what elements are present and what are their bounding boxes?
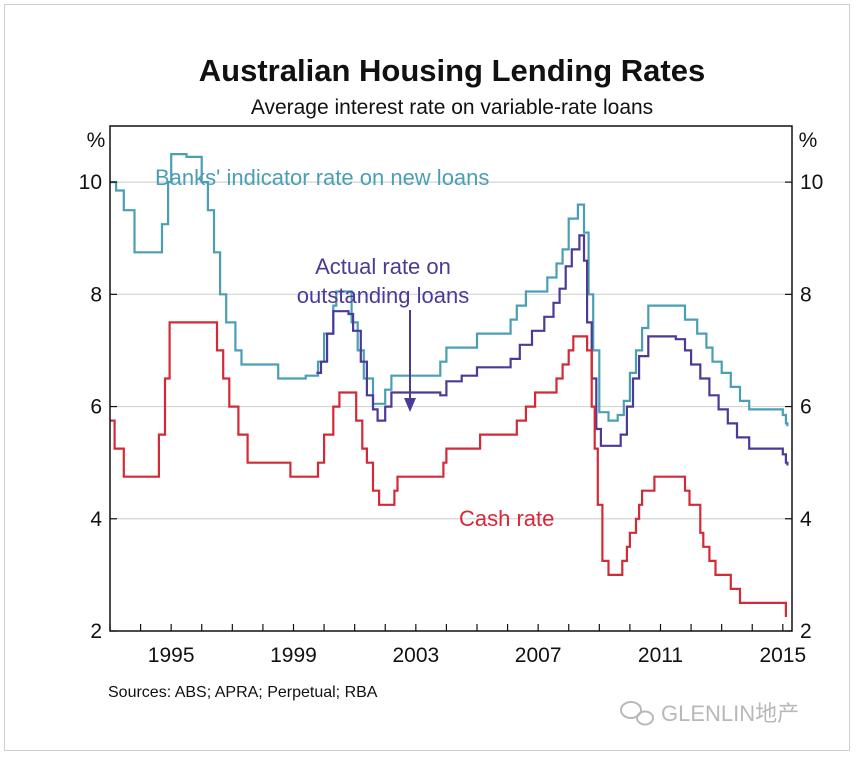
x-tick-label: 2007 xyxy=(515,644,562,667)
sources-note: Sources: ABS; APRA; Perpetual; RBA xyxy=(108,684,378,701)
y-tick-label-right: 4 xyxy=(800,508,812,531)
chart-title: Australian Housing Lending Rates xyxy=(199,53,705,88)
y-axis-left-ticks: 2 4 6 8 10 xyxy=(79,171,117,643)
series-line-cash-rate xyxy=(110,321,787,617)
plot-area-border xyxy=(109,125,793,632)
x-tick-label: 2011 xyxy=(638,644,683,667)
y-tick-label-right: 6 xyxy=(800,396,812,419)
x-tick-label: 1995 xyxy=(148,644,195,667)
y-axis-right-ticks: 2 4 6 8 10 xyxy=(785,171,823,643)
y-unit-right: % xyxy=(799,129,818,152)
chart-subtitle: Average interest rate on variable-rate l… xyxy=(251,96,653,119)
x-axis-ticks: 1995 1999 2003 2007 2011 2015 xyxy=(109,624,806,667)
watermark: GLENLIN地产 xyxy=(620,701,799,726)
x-tick-label: 1999 xyxy=(270,644,317,667)
chart-frame xyxy=(4,4,850,751)
y-unit-left: % xyxy=(87,129,106,152)
y-tick-label-left: 4 xyxy=(90,508,102,531)
y-tick-label-left: 2 xyxy=(90,620,102,643)
annotation-banks-rate: Banks' indicator rate on new loans xyxy=(155,165,489,190)
series-line-banks-indicator-rate-on-new-loans xyxy=(110,153,789,427)
y-tick-label-left: 6 xyxy=(90,396,102,419)
series-group xyxy=(110,153,789,617)
x-tick-label: 2003 xyxy=(392,644,439,667)
watermark-text: GLENLIN地产 xyxy=(661,701,799,726)
wechat-icon xyxy=(620,701,654,726)
x-tick-label: 2015 xyxy=(759,644,806,667)
y-tick-label-left: 10 xyxy=(79,171,102,194)
y-tick-label-left: 8 xyxy=(90,283,102,306)
annotation-arrow-head xyxy=(404,398,416,412)
annotation-actual-line1: Actual rate on xyxy=(315,254,451,279)
annotation-actual-line2: outstanding loans xyxy=(297,283,469,308)
y-tick-label-right: 2 xyxy=(800,620,812,643)
y-tick-label-right: 10 xyxy=(800,171,823,194)
series-line-actual-rate-on-outstanding-loans xyxy=(316,234,789,466)
annotation-cash-rate: Cash rate xyxy=(459,506,554,531)
y-tick-label-right: 8 xyxy=(800,283,812,306)
